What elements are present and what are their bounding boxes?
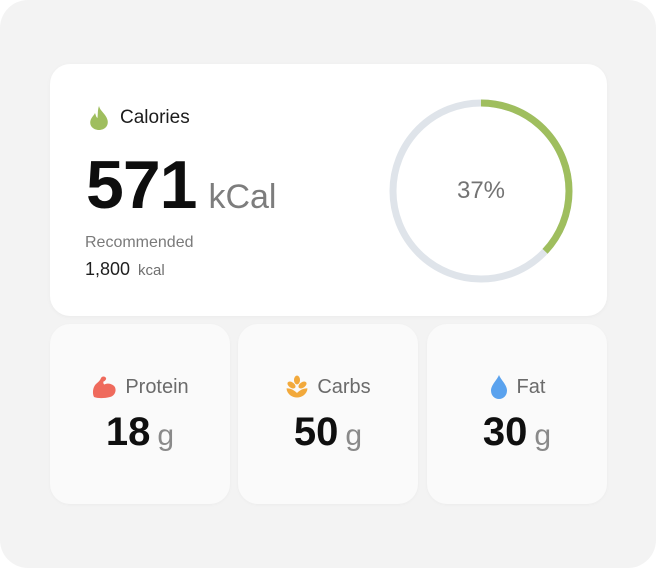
fat-label: Fat: [516, 375, 546, 398]
protein-unit: g: [157, 419, 175, 452]
calories-header: Calories: [88, 104, 190, 132]
recommended-value: 1,800 kcal: [85, 259, 165, 280]
progress-ring-arc: [389, 99, 573, 283]
carbs-value: 50 g: [238, 410, 418, 455]
fat-unit: g: [534, 419, 552, 452]
calories-card: Calories 571 kCal Recommended 1,800 kcal…: [50, 64, 607, 316]
carbs-header: Carbs: [238, 374, 418, 400]
water-drop-icon: [489, 374, 509, 400]
protein-value: 18 g: [50, 410, 230, 455]
recommended-number: 1,800: [85, 259, 131, 279]
progress-percent: 37%: [456, 177, 506, 204]
recommended-label: Recommended: [85, 234, 194, 251]
flame-icon: [88, 105, 110, 131]
carbs-number: 50: [293, 410, 339, 454]
carbs-unit: g: [345, 419, 363, 452]
carbs-card: Carbs 50 g: [238, 324, 418, 504]
fat-header: Fat: [427, 374, 607, 400]
protein-label: Protein: [125, 375, 189, 398]
calories-value: 571 kCal: [86, 146, 277, 224]
calories-progress-ring: [389, 99, 573, 283]
calories-number: 571: [86, 147, 197, 223]
fat-card: Fat 30 g: [427, 324, 607, 504]
wheat-icon: [285, 375, 309, 399]
fat-number: 30: [482, 410, 528, 454]
fat-value: 30 g: [427, 410, 607, 455]
calories-unit: kCal: [208, 178, 277, 216]
flexed-arm-icon: [91, 375, 117, 399]
recommended-unit: kcal: [138, 262, 165, 279]
protein-header: Protein: [50, 374, 230, 400]
protein-card: Protein 18 g: [50, 324, 230, 504]
protein-number: 18: [105, 410, 151, 454]
carbs-label: Carbs: [317, 375, 371, 398]
calories-label: Calories: [120, 107, 190, 128]
